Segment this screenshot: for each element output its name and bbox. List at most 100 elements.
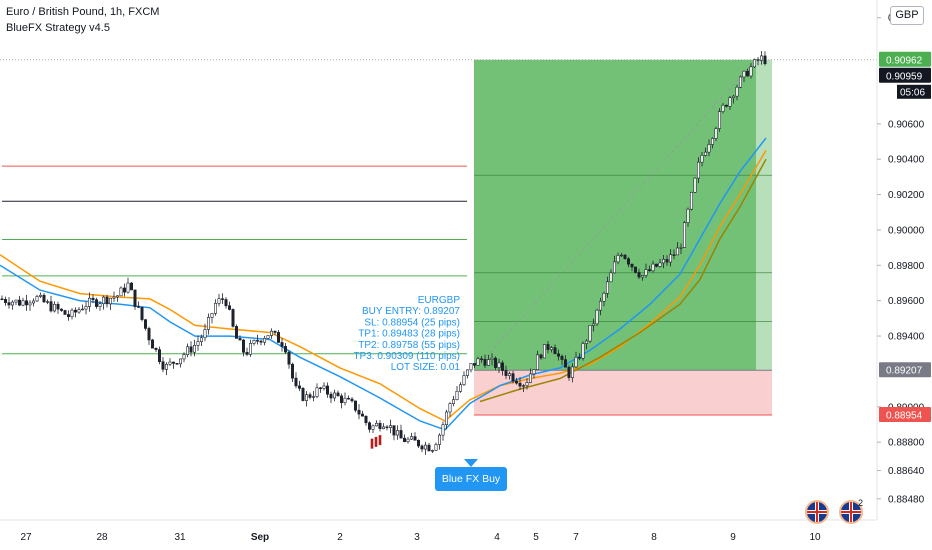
candle-body — [42, 294, 46, 303]
trend-dashed-line — [473, 59, 757, 371]
candle-body — [752, 59, 756, 68]
candle-body — [179, 358, 183, 365]
candle-body — [735, 86, 739, 97]
candle-body — [200, 337, 204, 342]
candle-body — [168, 361, 172, 365]
candle-body — [325, 385, 329, 395]
y-tick-label: 0.89600 — [888, 296, 925, 307]
candle-body — [4, 299, 8, 303]
candle-body — [409, 436, 413, 440]
candle-body — [144, 319, 148, 329]
candle-body — [49, 301, 53, 312]
candle-body — [486, 359, 490, 366]
x-tick-label: 27 — [20, 532, 32, 543]
uk-flag-icon[interactable] — [805, 500, 829, 524]
candle-body — [483, 359, 487, 366]
candle-body — [714, 128, 718, 139]
candle-body — [644, 269, 648, 276]
candle-body — [717, 111, 721, 129]
candle-body — [420, 445, 424, 450]
candle-body — [542, 344, 546, 359]
candle-body — [357, 409, 361, 415]
trade-info-line-6: LOT SIZE: 0.01 — [391, 362, 461, 373]
candle-body — [259, 340, 263, 343]
candle-body — [235, 326, 239, 339]
events-flag-icon[interactable] — [839, 500, 863, 524]
sl-price-tag: 0.88954 — [886, 410, 923, 421]
candle-body — [74, 309, 78, 313]
candle-body — [175, 363, 179, 365]
candle-body — [672, 254, 676, 256]
current-price-tag: 0.90959 — [886, 71, 923, 82]
candle-body — [574, 356, 578, 368]
ma_slow-line — [0, 149, 767, 422]
candle-body — [35, 296, 39, 302]
candle-body — [11, 301, 15, 306]
candle-body — [518, 382, 522, 387]
candle-body — [416, 439, 420, 447]
candle-body — [98, 303, 102, 307]
candle-body — [581, 343, 585, 359]
candle-body — [221, 298, 225, 300]
candle-body — [668, 254, 672, 263]
x-tick-label: 9 — [730, 532, 736, 543]
candle-body — [276, 332, 280, 343]
trade-info-line-1: BUY ENTRY: 0.89207 — [362, 306, 460, 317]
candle-body — [745, 70, 749, 77]
candle-body — [738, 76, 742, 88]
candle-body — [45, 301, 49, 303]
candle-body — [88, 297, 92, 307]
signal-button[interactable]: Blue FX Buy — [435, 467, 507, 491]
candle-body — [759, 55, 763, 61]
candle-body — [724, 104, 728, 107]
candle-body — [469, 363, 473, 371]
candle-body — [343, 397, 347, 403]
candle-body — [322, 385, 326, 389]
candle-body — [605, 281, 609, 294]
candle-body — [294, 377, 298, 387]
x-tick-label: Sep — [251, 532, 269, 543]
candle-body — [451, 399, 455, 404]
candle-body — [228, 305, 232, 310]
candle-body — [133, 289, 137, 307]
candle-body — [689, 192, 693, 210]
candle-body — [462, 375, 466, 386]
candle-body — [332, 392, 336, 399]
currency-selector[interactable]: GBP — [890, 6, 924, 25]
candle-body — [14, 299, 18, 303]
candle-body — [427, 444, 431, 452]
events-count: 2 — [858, 498, 864, 508]
candle-body — [381, 426, 385, 429]
x-tick-label: 31 — [174, 532, 186, 543]
candle-body — [595, 309, 599, 325]
candle-body — [465, 369, 469, 376]
candle-body — [172, 361, 176, 364]
candle-body — [675, 247, 679, 256]
candle-body — [500, 362, 504, 371]
candle-body — [112, 296, 116, 299]
candle-body — [63, 310, 67, 315]
candle-body — [283, 346, 287, 353]
candle-body — [479, 358, 483, 360]
candle-body — [514, 380, 518, 384]
y-tick-label: 0.88640 — [888, 466, 925, 477]
trade-info-line-4: TP2: 0.89758 (55 pips) — [358, 340, 460, 351]
candle-body — [612, 261, 616, 274]
y-tick-label: 0.89800 — [888, 261, 925, 272]
current-price-tag-bg — [879, 67, 931, 83]
x-tick-label: 10 — [809, 532, 821, 543]
ma_fast-line — [0, 137, 767, 431]
candle-body — [633, 266, 637, 273]
candle-body — [511, 373, 515, 382]
candle-body — [311, 396, 315, 398]
candle-body — [186, 346, 190, 355]
candle-body — [749, 66, 753, 77]
candle-body — [308, 394, 312, 398]
candle-body — [406, 438, 410, 443]
candle-body — [154, 347, 158, 350]
candle-body — [616, 255, 620, 263]
candle-body — [560, 355, 564, 360]
candle-body — [476, 358, 480, 366]
candle-body — [497, 362, 501, 368]
